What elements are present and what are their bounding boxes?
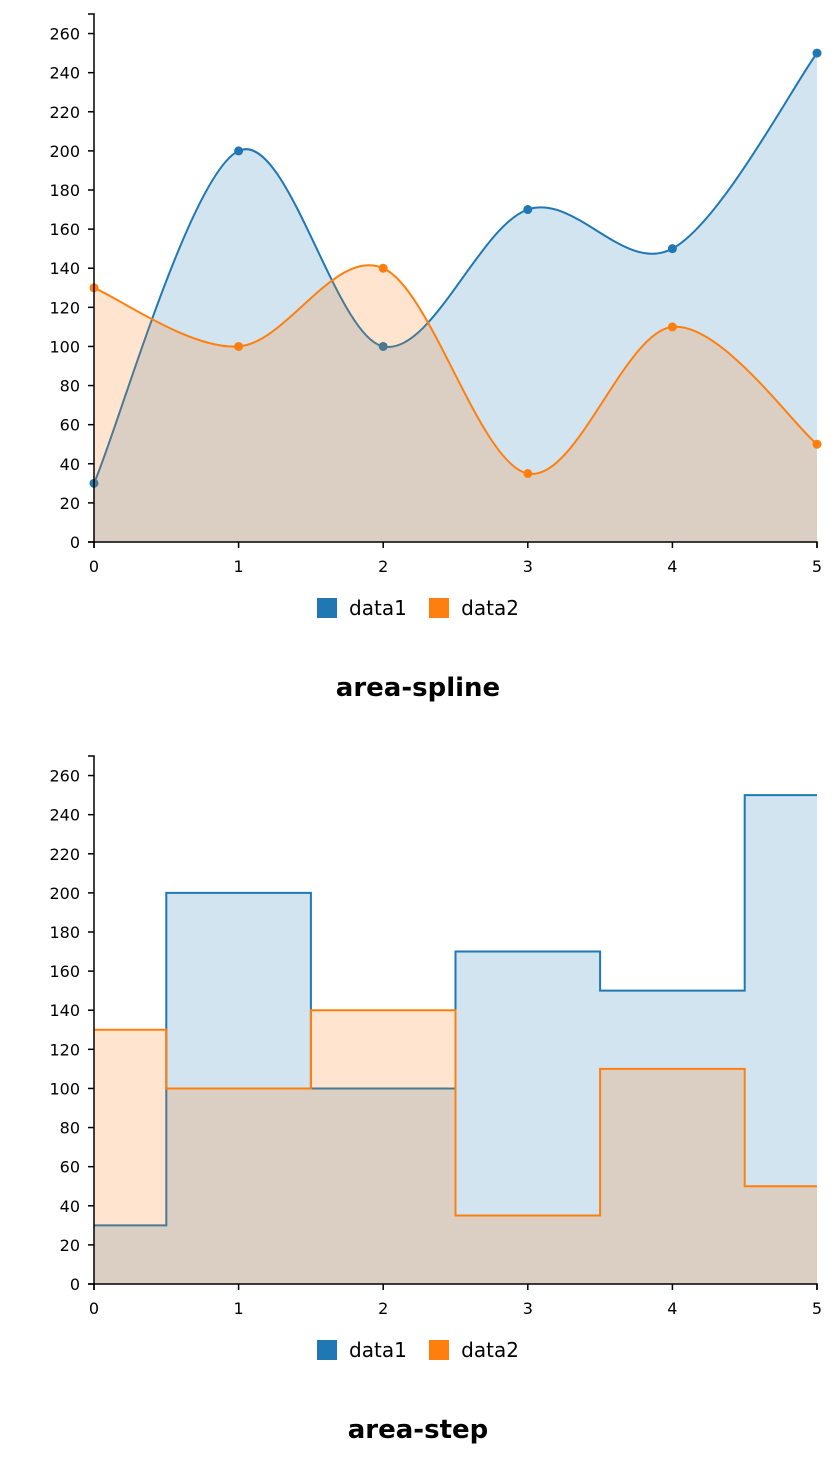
y-tick-label-140: 140	[49, 1001, 80, 1020]
axes: 0 20 40 60 80 100 120 140 160 180 200 220 240 260 0 1 2 3…	[49, 755, 822, 1318]
y-tick-label-180: 180	[49, 923, 80, 942]
chart-plot-area-spline: 0 20 40 60 80 100 120 140 160 180 200 220 240 260 0 1 2 3…	[49, 13, 822, 576]
y-axis-line	[88, 755, 95, 1285]
area-fill-data1	[94, 53, 817, 542]
x-tick-label-4: 4	[667, 557, 677, 576]
series-group	[94, 794, 817, 1284]
data-point-data2-3	[523, 469, 533, 479]
legend-item-data1[interactable]: data1	[317, 596, 407, 620]
x-axis-line	[93, 541, 818, 548]
y-tick-label-200: 200	[49, 142, 80, 161]
legend: data1 data2	[0, 596, 836, 623]
x-tick-label-0: 0	[89, 1299, 99, 1318]
legend-item-data1[interactable]: data1	[317, 1338, 407, 1362]
chart-area-spline: 0 20 40 60 80 100 120 140 160 180 200 220 240 260 0 1 2 3…	[0, 13, 836, 703]
y-tick-label-220: 220	[49, 845, 80, 864]
y-tick-label-80: 80	[60, 1119, 80, 1138]
line-data1	[93, 52, 818, 484]
y-tick-label-260: 260	[49, 767, 80, 786]
y-tick-label-20: 20	[60, 1236, 80, 1255]
x-tick-label-2: 2	[378, 557, 388, 576]
x-tick-label-1: 1	[234, 557, 244, 576]
y-tick-label-60: 60	[60, 416, 80, 435]
data-point-data1-1	[234, 146, 244, 156]
y-tick-label-100: 100	[49, 337, 80, 356]
legend-swatch-data1	[317, 598, 338, 618]
data-point-data2-5	[812, 439, 822, 449]
y-tick-label-40: 40	[60, 455, 80, 474]
y-tick-label-20: 20	[60, 494, 80, 513]
x-axis-line	[93, 1283, 818, 1290]
y-tick-label-240: 240	[49, 64, 80, 83]
legend-label-data1: data1	[349, 596, 407, 620]
legend-item-data2[interactable]: data2	[429, 596, 519, 620]
legend-label-data1: data1	[349, 1338, 407, 1362]
data-point-data1-5	[812, 48, 822, 58]
y-tick-label-60: 60	[60, 1158, 80, 1177]
x-tick-label-0: 0	[89, 557, 99, 576]
y-tick-label-140: 140	[49, 259, 80, 278]
y-tick-label-0: 0	[70, 1275, 80, 1294]
chart-title: area-step	[347, 1415, 489, 1445]
legend: data1 data2	[0, 1338, 836, 1365]
x-tick-label-5: 5	[812, 1299, 822, 1318]
legend-swatch-data2	[429, 1340, 450, 1360]
y-axis-line	[88, 13, 95, 543]
x-tick-label-3: 3	[523, 557, 533, 576]
legend-label-data2: data2	[461, 596, 519, 620]
legend-swatch-data2	[429, 598, 450, 618]
y-tick-label-200: 200	[49, 884, 80, 903]
y-tick-label-160: 160	[49, 962, 80, 981]
data-point-data1-4	[667, 244, 677, 254]
legend-swatch-data1	[317, 1340, 338, 1360]
legend-label-data2: data2	[461, 1338, 519, 1362]
data-point-data1-2	[378, 341, 388, 351]
y-tick-label-240: 240	[49, 806, 80, 825]
y-tick-label-260: 260	[49, 25, 80, 44]
series-group	[89, 48, 822, 542]
y-tick-label-0: 0	[70, 533, 80, 552]
y-tick-label-220: 220	[49, 103, 80, 122]
x-tick-label-5: 5	[812, 557, 822, 576]
y-tick-label-180: 180	[49, 181, 80, 200]
data-point-data2-2	[378, 263, 388, 273]
x-tick-label-2: 2	[378, 1299, 388, 1318]
chart-area-step: 0 20 40 60 80 100 120 140 160 180 200 220 240 260 0 1 2 3…	[0, 742, 836, 1458]
data-point-data1-3	[523, 205, 533, 215]
y-tick-label-40: 40	[60, 1197, 80, 1216]
series-data2	[89, 263, 822, 542]
y-tick-label-100: 100	[49, 1079, 80, 1098]
y-tick-label-80: 80	[60, 377, 80, 396]
y-tick-label-120: 120	[49, 1040, 80, 1059]
x-tick-label-1: 1	[234, 1299, 244, 1318]
axes: 0 20 40 60 80 100 120 140 160 180 200 220 240 260 0 1 2 3…	[49, 13, 822, 576]
y-tick-label-160: 160	[49, 220, 80, 239]
line-data2	[94, 1009, 817, 1217]
chart-title: area-spline	[335, 673, 501, 703]
series-data1	[89, 48, 822, 542]
series-data2	[94, 1009, 817, 1284]
chart-plot-area-step: 0 20 40 60 80 100 120 140 160 180 200 220 240 260 0 1 2 3…	[49, 755, 822, 1318]
area-fill-data2	[94, 265, 817, 542]
x-tick-label-4: 4	[667, 1299, 677, 1318]
data-point-data2-4	[667, 322, 677, 332]
legend-item-data2[interactable]: data2	[429, 1338, 519, 1362]
data-point-data2-1	[234, 341, 244, 351]
x-tick-label-3: 3	[523, 1299, 533, 1318]
y-tick-label-120: 120	[49, 298, 80, 317]
